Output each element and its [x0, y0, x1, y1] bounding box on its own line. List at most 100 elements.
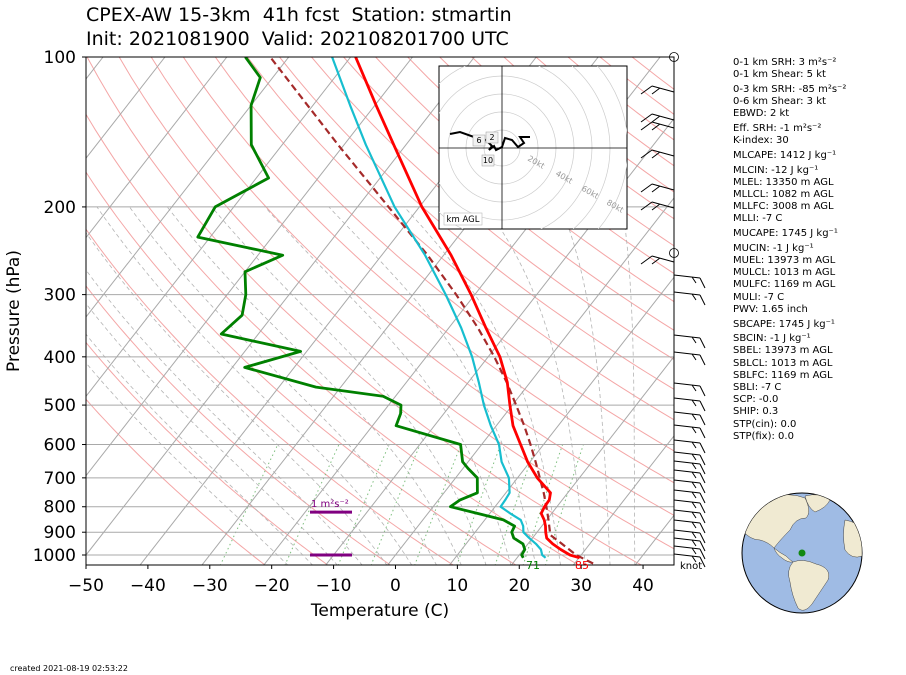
hodograph-height-label-box	[485, 131, 499, 144]
x-tick-label: −30	[192, 576, 228, 596]
wind-barb	[673, 469, 706, 484]
wind-barb	[673, 509, 706, 524]
stat-line: SBCAPE: 1745 J kg⁻¹	[733, 318, 835, 330]
wind-barb	[673, 397, 706, 412]
moist-adiabat	[328, 206, 537, 565]
y-tick-label: 200	[44, 198, 76, 218]
stat-line: SBLFC: 1169 m AGL	[733, 369, 833, 381]
wind-barb	[673, 479, 706, 494]
wind-barb	[640, 121, 675, 131]
dry-adiabat	[86, 171, 517, 565]
dry-adiabat	[86, 113, 580, 565]
wind-barb	[673, 291, 706, 306]
y-tick-label: 600	[44, 436, 76, 456]
wind-barb	[673, 553, 706, 568]
srh-bar-label: 1 m²s⁻²	[311, 499, 349, 510]
stats-panel: 0-1 km SRH: 3 m²s⁻² 0-1 km Shear: 5 kt 0-3…	[733, 57, 846, 443]
x-tick-label: −20	[254, 576, 290, 596]
stat-line: K-index: 30	[733, 135, 789, 147]
location-globe	[741, 492, 863, 614]
y-axis-label: Pressure (hPa)	[4, 250, 24, 372]
wind-barb	[673, 451, 706, 466]
surface-dewpoint-label: 71	[526, 559, 540, 572]
isotherm	[86, 57, 413, 477]
y-tick-label: 100	[44, 48, 76, 68]
globe-land	[742, 494, 862, 611]
stat-line: MLEL: 13350 m AGL	[733, 176, 834, 188]
isotherm	[86, 57, 475, 556]
wind-barbs	[640, 52, 706, 568]
stat-line: SHIP: 0.3	[733, 406, 779, 418]
moist-adiabat	[622, 206, 636, 565]
hodograph-height-label: 6	[476, 136, 481, 145]
wind-barb	[673, 382, 706, 397]
moist-adiabat	[129, 206, 437, 565]
stat-line: 0-1 km Shear: 5 kt	[733, 69, 826, 81]
moist-adiabat	[86, 333, 313, 565]
y-tick-label: 800	[44, 498, 76, 518]
dry-adiabat	[311, 57, 674, 361]
dry-adiabat	[86, 398, 266, 565]
wind-barb	[673, 411, 706, 426]
profiles	[196, 57, 594, 565]
wind-barb	[673, 460, 706, 475]
isotherm	[86, 57, 166, 160]
x-tick-label: 30	[570, 576, 592, 596]
isotherm	[86, 57, 352, 398]
mixing-ratio-line	[522, 444, 564, 565]
moist-adiabat	[404, 206, 561, 565]
axes: −50 −40 −30 −20 −10 0 10 20 30 40 100 200 300 400 500 6…	[4, 48, 654, 621]
dry-adiabat	[279, 57, 674, 390]
mixing-ratio-line	[494, 444, 537, 565]
dry-adiabat	[86, 285, 392, 565]
stat-line: 0-3 km SRH: -85 m²s⁻²	[733, 83, 847, 95]
hodograph-height-label-box	[481, 154, 495, 167]
wind-barb	[640, 149, 675, 159]
stat-line: MULCL: 1013 m AGL	[733, 267, 836, 279]
dry-adiabat	[214, 57, 674, 452]
wind-barb	[640, 201, 675, 211]
wind-barb	[673, 519, 706, 534]
chart-title-line1: CPEX-AW 15-3km 41h fcst Station: stmarti…	[86, 4, 512, 26]
stat-line: MLLI: -7 C	[733, 213, 783, 225]
hodograph-height-label-box	[472, 134, 486, 147]
hodograph-label: km AGL	[447, 215, 480, 225]
stat-line: MUEL: 13973 m AGL	[733, 255, 836, 267]
wind-barb	[673, 529, 706, 544]
created-timestamp: created 2021-08-19 02:53:22	[10, 664, 128, 673]
wind-barb	[673, 439, 706, 454]
isotherm	[86, 57, 290, 318]
mixing-ratio-line	[284, 444, 340, 565]
stat-line: STP(fix): 0.0	[733, 430, 794, 442]
wind-barb	[640, 255, 675, 265]
dry-adiabat	[86, 341, 329, 565]
dry-adiabat	[247, 57, 674, 421]
dry-adiabat	[86, 228, 454, 565]
parcel-profile-line	[269, 57, 594, 565]
hodograph-frame	[438, 65, 628, 230]
virtual-temperature-line	[331, 57, 547, 559]
stat-line: STP(cin): 0.0	[733, 418, 797, 430]
isotherm	[387, 197, 674, 565]
wind-barb	[673, 537, 706, 552]
moist-adiabat	[86, 269, 363, 565]
moist-adiabat	[485, 206, 586, 565]
stat-line: MLLFC: 3008 m AGL	[733, 201, 834, 213]
stat-line: SBEL: 13973 m AGL	[733, 345, 833, 357]
station-marker	[798, 549, 806, 557]
annotations: 1 m²s⁻² 71 85 knot	[310, 499, 702, 572]
moist-adiabat	[211, 206, 487, 565]
calm-wind-marker	[669, 52, 679, 62]
moist-adiabat	[264, 206, 512, 565]
stat-line: EBWD: 2 kt	[733, 108, 790, 120]
hodograph-height-label: 2	[489, 133, 494, 142]
dry-adiabat	[182, 57, 674, 484]
stat-line: SCP: -0.0	[733, 394, 779, 406]
stat-line: PWV: 1.65 inch	[733, 303, 808, 315]
stat-line: SBLI: -7 C	[733, 382, 782, 394]
x-tick-label: −40	[130, 576, 166, 596]
y-tick-label: 400	[44, 348, 76, 368]
dewpoint-line	[196, 57, 527, 559]
x-tick-label: 10	[447, 576, 469, 596]
